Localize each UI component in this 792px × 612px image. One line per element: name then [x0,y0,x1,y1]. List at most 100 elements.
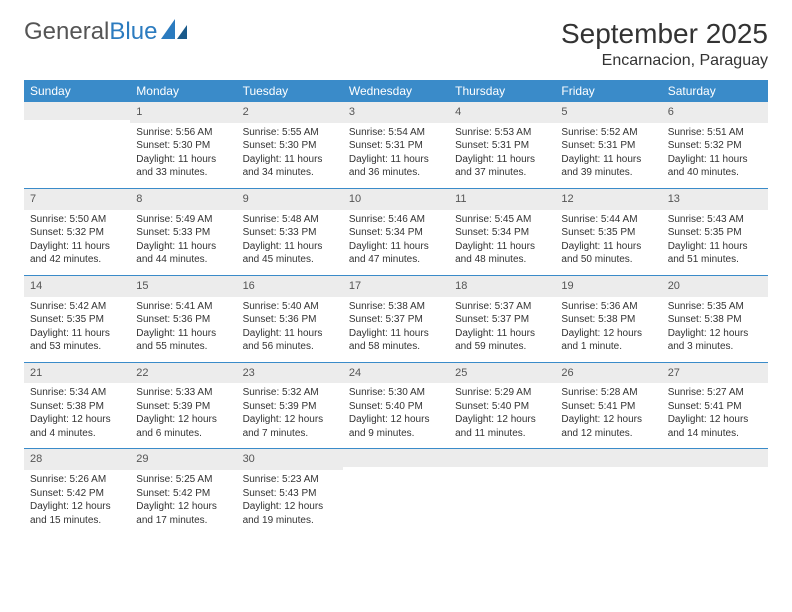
day-header: Thursday [449,80,555,102]
sunset-text: Sunset: 5:43 PM [243,487,337,501]
sunset-text: Sunset: 5:30 PM [243,139,337,153]
calendar-cell: 22Sunrise: 5:33 AMSunset: 5:39 PMDayligh… [130,362,236,449]
calendar-cell: 30Sunrise: 5:23 AMSunset: 5:43 PMDayligh… [237,449,343,535]
day-number: 5 [555,102,661,123]
daylight-text-1: Daylight: 12 hours [561,327,655,341]
day-header: Sunday [24,80,130,102]
day-body: Sunrise: 5:28 AMSunset: 5:41 PMDaylight:… [555,383,661,448]
calendar-cell [449,449,555,535]
day-number: 26 [555,363,661,384]
sunrise-text: Sunrise: 5:56 AM [136,126,230,140]
daylight-text-1: Daylight: 11 hours [561,153,655,167]
daylight-text-2: and 11 minutes. [455,427,549,441]
day-body: Sunrise: 5:35 AMSunset: 5:38 PMDaylight:… [662,297,768,362]
daylight-text-1: Daylight: 12 hours [668,327,762,341]
day-body-empty [449,467,555,515]
daylight-text-2: and 12 minutes. [561,427,655,441]
day-number: 14 [24,276,130,297]
sunset-text: Sunset: 5:37 PM [349,313,443,327]
calendar-cell: 12Sunrise: 5:44 AMSunset: 5:35 PMDayligh… [555,188,661,275]
daylight-text-2: and 36 minutes. [349,166,443,180]
sunset-text: Sunset: 5:31 PM [349,139,443,153]
day-body: Sunrise: 5:33 AMSunset: 5:39 PMDaylight:… [130,383,236,448]
calendar-cell [555,449,661,535]
calendar-cell: 5 Sunrise: 5:52 AMSunset: 5:31 PMDaylight… [555,102,661,188]
location-label: Encarnacion, Paraguay [561,52,768,70]
sunrise-text: Sunrise: 5:41 AM [136,300,230,314]
sunset-text: Sunset: 5:31 PM [561,139,655,153]
sunset-text: Sunset: 5:42 PM [30,487,124,501]
logo-text-2: Blue [109,18,157,46]
day-number-empty [343,449,449,467]
sunset-text: Sunset: 5:41 PM [561,400,655,414]
sunrise-text: Sunrise: 5:52 AM [561,126,655,140]
calendar-row: 7Sunrise: 5:50 AMSunset: 5:32 PMDaylight… [24,188,768,275]
day-number: 1 [130,102,236,123]
calendar-cell: 6Sunrise: 5:51 AMSunset: 5:32 PMDaylight… [662,102,768,188]
daylight-text-2: and 14 minutes. [668,427,762,441]
daylight-text-1: Daylight: 12 hours [30,413,124,427]
day-number: 2 [237,102,343,123]
day-body: Sunrise: 5:37 AMSunset: 5:37 PMDaylight:… [449,297,555,362]
calendar-cell: 7Sunrise: 5:50 AMSunset: 5:32 PMDaylight… [24,188,130,275]
daylight-text-2: and 7 minutes. [243,427,337,441]
sunset-text: Sunset: 5:35 PM [30,313,124,327]
daylight-text-1: Daylight: 11 hours [349,327,443,341]
day-number: 7 [24,189,130,210]
daylight-text-1: Daylight: 11 hours [455,153,549,167]
daylight-text-2: and 39 minutes. [561,166,655,180]
calendar-cell: 3Sunrise: 5:54 AMSunset: 5:31 PMDaylight… [343,102,449,188]
day-body: Sunrise: 5:51 AMSunset: 5:32 PMDaylight:… [662,123,768,188]
calendar-cell: 24Sunrise: 5:30 AMSunset: 5:40 PMDayligh… [343,362,449,449]
day-header-row: Sunday Monday Tuesday Wednesday Thursday… [24,80,768,102]
day-number: 28 [24,449,130,470]
daylight-text-2: and 17 minutes. [136,514,230,528]
calendar-cell: 1Sunrise: 5:56 AMSunset: 5:30 PMDaylight… [130,102,236,188]
sunrise-text: Sunrise: 5:43 AM [668,213,762,227]
daylight-text-1: Daylight: 11 hours [136,240,230,254]
sunrise-text: Sunrise: 5:35 AM [668,300,762,314]
calendar-cell: 17Sunrise: 5:38 AMSunset: 5:37 PMDayligh… [343,275,449,362]
sunset-text: Sunset: 5:37 PM [455,313,549,327]
daylight-text-1: Daylight: 11 hours [668,240,762,254]
calendar-cell: 9Sunrise: 5:48 AMSunset: 5:33 PMDaylight… [237,188,343,275]
daylight-text-2: and 15 minutes. [30,514,124,528]
sunrise-text: Sunrise: 5:42 AM [30,300,124,314]
daylight-text-2: and 1 minute. [561,340,655,354]
day-body: Sunrise: 5:49 AMSunset: 5:33 PMDaylight:… [130,210,236,275]
day-number: 19 [555,276,661,297]
sunset-text: Sunset: 5:40 PM [349,400,443,414]
daylight-text-1: Daylight: 11 hours [455,240,549,254]
day-body: Sunrise: 5:30 AMSunset: 5:40 PMDaylight:… [343,383,449,448]
sunrise-text: Sunrise: 5:34 AM [30,386,124,400]
calendar-cell: 13Sunrise: 5:43 AMSunset: 5:35 PMDayligh… [662,188,768,275]
sunset-text: Sunset: 5:31 PM [455,139,549,153]
day-body: Sunrise: 5:42 AMSunset: 5:35 PMDaylight:… [24,297,130,362]
day-number: 22 [130,363,236,384]
day-number: 8 [130,189,236,210]
month-title: September 2025 [561,18,768,50]
day-body: Sunrise: 5:55 AMSunset: 5:30 PMDaylight:… [237,123,343,188]
calendar-cell: 26Sunrise: 5:28 AMSunset: 5:41 PMDayligh… [555,362,661,449]
day-number-empty [555,449,661,467]
day-header: Wednesday [343,80,449,102]
daylight-text-1: Daylight: 11 hours [30,327,124,341]
daylight-text-1: Daylight: 12 hours [561,413,655,427]
daylight-text-2: and 19 minutes. [243,514,337,528]
day-number: 10 [343,189,449,210]
sunset-text: Sunset: 5:38 PM [30,400,124,414]
day-number: 4 [449,102,555,123]
sunset-text: Sunset: 5:38 PM [668,313,762,327]
daylight-text-2: and 51 minutes. [668,253,762,267]
calendar-cell: 10Sunrise: 5:46 AMSunset: 5:34 PMDayligh… [343,188,449,275]
sunset-text: Sunset: 5:36 PM [136,313,230,327]
daylight-text-1: Daylight: 11 hours [243,327,337,341]
calendar-row: 14Sunrise: 5:42 AMSunset: 5:35 PMDayligh… [24,275,768,362]
sunrise-text: Sunrise: 5:54 AM [349,126,443,140]
daylight-text-1: Daylight: 11 hours [455,327,549,341]
sunrise-text: Sunrise: 5:44 AM [561,213,655,227]
daylight-text-2: and 9 minutes. [349,427,443,441]
daylight-text-1: Daylight: 11 hours [30,240,124,254]
day-body: Sunrise: 5:27 AMSunset: 5:41 PMDaylight:… [662,383,768,448]
calendar-cell: 27Sunrise: 5:27 AMSunset: 5:41 PMDayligh… [662,362,768,449]
